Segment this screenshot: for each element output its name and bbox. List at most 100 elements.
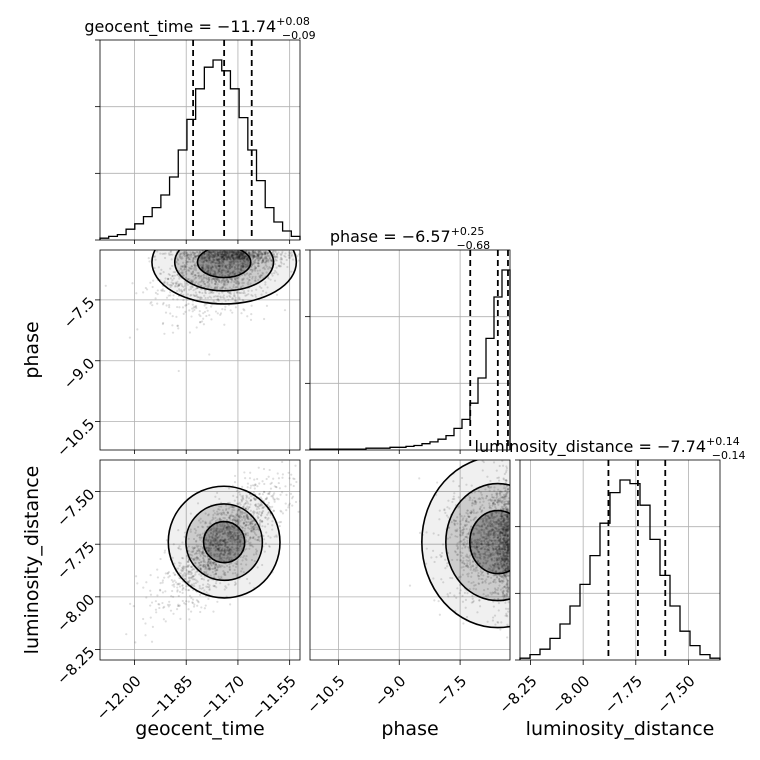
sample-point — [218, 251, 222, 254]
sample-point — [242, 556, 245, 559]
sample-point — [491, 534, 495, 537]
sample-point — [469, 511, 473, 515]
sample-point — [263, 266, 266, 269]
sample-point — [218, 518, 222, 521]
sample-point — [206, 296, 210, 299]
sample-point — [506, 540, 509, 543]
sample-point — [184, 565, 187, 568]
sample-point — [261, 506, 264, 510]
sample-point — [212, 517, 215, 521]
sample-point — [209, 547, 212, 550]
sample-point — [311, 264, 313, 266]
sample-point — [193, 546, 197, 549]
sample-point — [288, 256, 292, 259]
sample-point — [203, 570, 206, 573]
sample-point — [170, 284, 174, 287]
sample-point — [505, 544, 508, 547]
sample-point — [245, 494, 248, 497]
sample-point — [229, 271, 232, 274]
sample-point — [216, 252, 219, 255]
sample-point — [258, 510, 261, 514]
sample-point — [261, 510, 264, 513]
sample-point — [225, 254, 228, 257]
sample-point — [199, 280, 202, 283]
sample-point — [226, 279, 229, 282]
sample-point — [223, 532, 226, 535]
sample-point — [473, 554, 477, 557]
sample-point — [234, 539, 237, 542]
sample-point — [245, 524, 248, 527]
sample-point — [184, 603, 187, 606]
sample-point — [478, 552, 481, 556]
sample-point — [221, 264, 225, 267]
sample-point — [232, 256, 235, 259]
sample-point — [249, 484, 253, 487]
sample-point — [237, 257, 240, 260]
sample-point — [233, 270, 236, 273]
sample-point — [214, 543, 217, 546]
sample-point — [220, 280, 223, 283]
sample-point — [265, 259, 268, 263]
sample-point — [504, 508, 508, 512]
sample-point — [220, 540, 224, 543]
sample-point — [219, 250, 222, 253]
sample-point — [257, 250, 260, 253]
sample-point — [474, 499, 477, 503]
sample-point — [503, 538, 506, 541]
sample-point — [214, 572, 218, 575]
sample-point — [221, 260, 225, 263]
sample-point — [507, 551, 510, 554]
sample-point — [202, 578, 206, 581]
sample-point — [236, 502, 239, 505]
sample-point — [222, 284, 225, 287]
sample-point — [492, 502, 495, 505]
sample-point — [183, 268, 186, 271]
sample-point — [256, 253, 259, 256]
sample-point — [272, 496, 275, 499]
sample-point — [453, 522, 456, 526]
sample-point — [253, 268, 257, 271]
sample-point — [248, 252, 251, 255]
sample-point — [506, 528, 509, 531]
sample-point — [213, 270, 217, 273]
sample-point — [480, 493, 483, 496]
sample-point — [252, 250, 255, 253]
sample-point — [202, 267, 205, 270]
sample-point — [240, 510, 244, 514]
sample-point — [245, 265, 248, 268]
sample-point — [177, 269, 181, 272]
sample-point — [219, 524, 222, 528]
sample-point — [248, 518, 251, 521]
sample-point — [222, 553, 225, 557]
sample-point — [208, 282, 211, 286]
sample-point — [263, 252, 267, 256]
sample-point — [190, 572, 193, 575]
sample-point — [194, 294, 197, 297]
sample-point — [210, 262, 213, 265]
sample-point — [447, 516, 450, 519]
sample-point — [216, 547, 219, 551]
sample-point — [222, 511, 225, 514]
sample-point — [226, 533, 229, 536]
sample-point — [218, 264, 221, 268]
sample-point — [214, 265, 217, 268]
sample-point — [205, 270, 208, 273]
2d-panel-geocent_time-luminosity_distance — [99, 459, 301, 661]
sample-point — [225, 541, 228, 544]
sample-point — [496, 545, 499, 549]
sample-point — [231, 256, 235, 259]
sample-point — [240, 498, 243, 501]
sample-point — [237, 275, 240, 278]
sample-point — [181, 566, 184, 569]
sample-point — [213, 254, 216, 257]
sample-point — [231, 262, 234, 265]
sample-point — [485, 527, 488, 530]
sample-point — [479, 552, 482, 555]
sample-point — [195, 599, 198, 602]
sample-point — [463, 515, 466, 518]
sample-point — [279, 261, 283, 264]
sample-point — [194, 581, 197, 585]
sample-point — [226, 273, 230, 276]
sample-point — [241, 497, 244, 500]
sample-point — [237, 536, 240, 540]
